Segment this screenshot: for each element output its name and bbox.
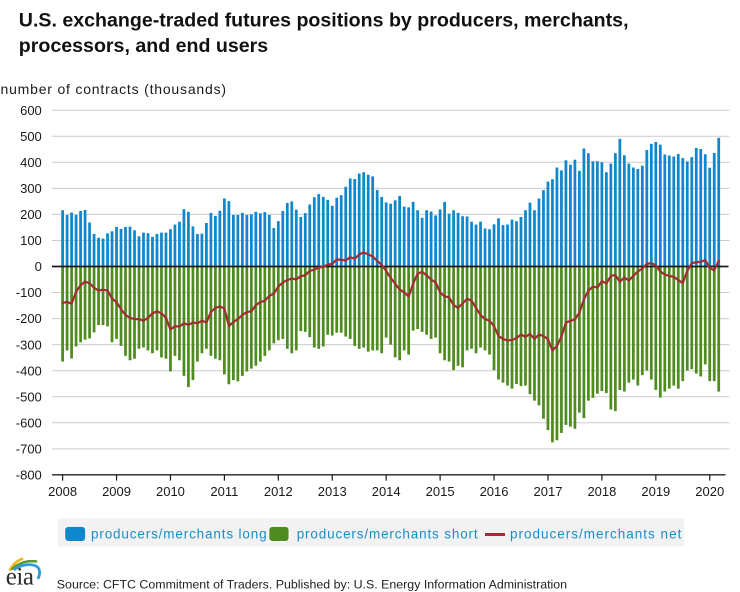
- svg-text:eia: eia: [6, 564, 34, 591]
- svg-text:300: 300: [20, 181, 42, 196]
- svg-text:-100: -100: [16, 285, 42, 300]
- svg-text:U.S. exchange-traded futures p: U.S. exchange-traded futures positions b…: [19, 10, 629, 32]
- svg-text:-200: -200: [16, 311, 42, 326]
- svg-text:2015: 2015: [426, 484, 455, 499]
- svg-text:2009: 2009: [102, 484, 131, 499]
- svg-text:number of contracts (thousands: number of contracts (thousands): [1, 81, 227, 97]
- svg-text:600: 600: [20, 103, 42, 118]
- svg-text:2020: 2020: [695, 484, 724, 499]
- svg-text:-700: -700: [16, 441, 42, 456]
- svg-text:producers/merchants short: producers/merchants short: [297, 527, 479, 542]
- svg-text:200: 200: [20, 207, 42, 222]
- svg-text:2011: 2011: [210, 484, 238, 499]
- svg-text:2014: 2014: [372, 484, 401, 499]
- svg-text:0: 0: [35, 259, 42, 274]
- svg-text:2019: 2019: [641, 484, 670, 499]
- svg-text:2016: 2016: [480, 484, 509, 499]
- svg-text:400: 400: [20, 155, 42, 170]
- svg-text:producers/merchants net: producers/merchants net: [510, 527, 682, 542]
- svg-text:-400: -400: [16, 363, 42, 378]
- svg-text:2017: 2017: [534, 484, 563, 499]
- svg-text:-600: -600: [16, 415, 42, 430]
- svg-text:500: 500: [20, 129, 42, 144]
- svg-text:100: 100: [20, 233, 42, 248]
- svg-text:-800: -800: [16, 468, 42, 483]
- svg-text:-500: -500: [16, 389, 42, 404]
- svg-text:processors, and end users: processors, and end users: [19, 35, 268, 57]
- svg-text:2010: 2010: [156, 484, 185, 499]
- svg-text:producers/merchants long: producers/merchants long: [91, 527, 267, 542]
- svg-text:-300: -300: [16, 337, 42, 352]
- svg-text:2013: 2013: [318, 484, 347, 499]
- svg-text:Source: CFTC Commitment of Tra: Source: CFTC Commitment of Traders. Publ…: [57, 577, 567, 591]
- svg-text:2018: 2018: [587, 484, 616, 499]
- svg-text:2008: 2008: [48, 484, 77, 499]
- svg-text:2012: 2012: [264, 484, 293, 499]
